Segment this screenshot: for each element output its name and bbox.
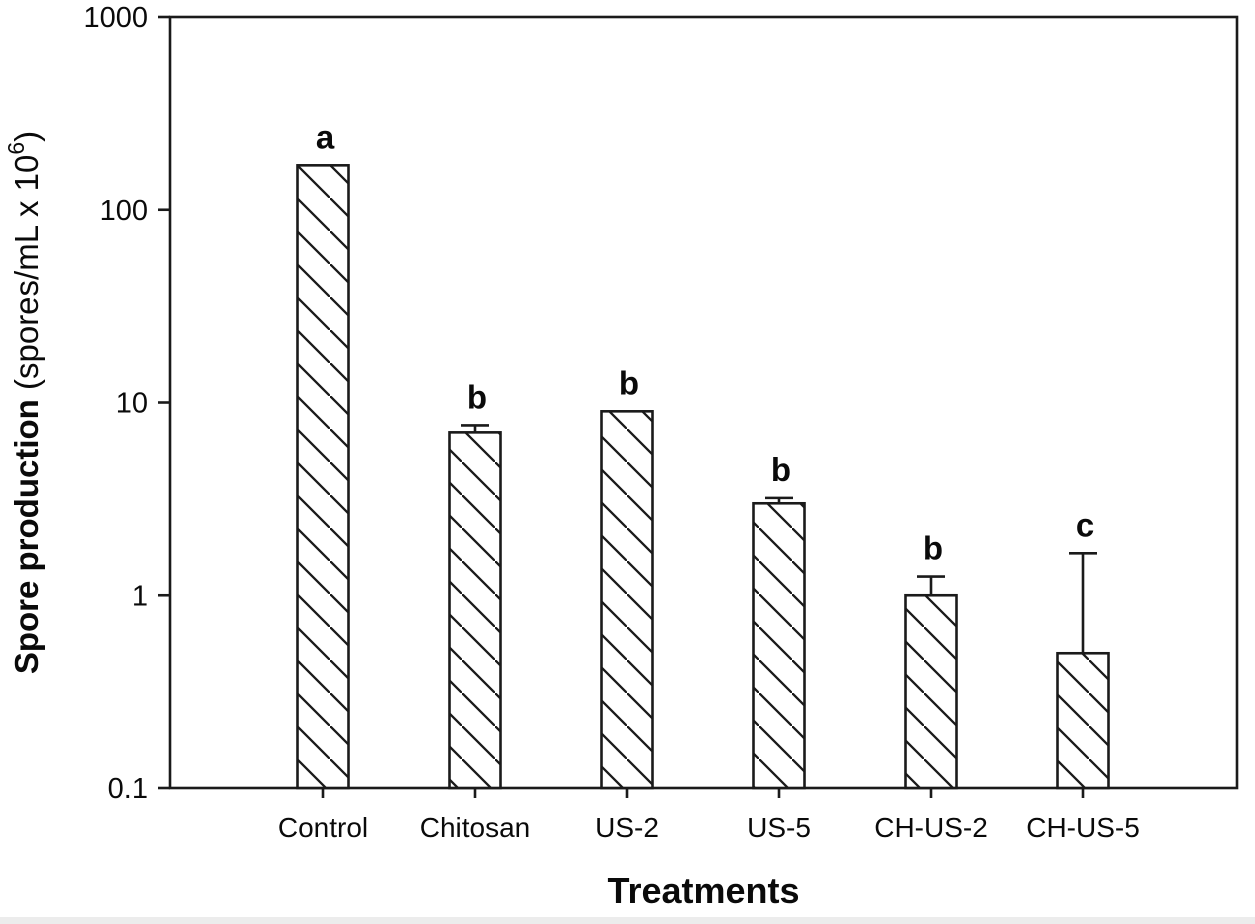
significance-letter: b <box>771 451 791 488</box>
y-axis-tick-label: 1000 <box>83 2 148 34</box>
significance-letter: c <box>1076 506 1094 543</box>
significance-letter: b <box>619 364 639 401</box>
bar-control <box>296 164 350 790</box>
y-axis-title: Spore production (spores/mL x 106) <box>3 131 45 674</box>
bar-ch-us-5 <box>1056 651 1110 790</box>
x-category-label: CH-US-5 <box>1026 812 1140 843</box>
y-axis-tick-label: 1 <box>132 580 148 612</box>
x-category-label: Chitosan <box>420 812 531 843</box>
significance-letter: b <box>467 378 487 415</box>
significance-letter: a <box>316 118 335 155</box>
bar-us-2 <box>600 410 654 790</box>
y-axis-tick-label: 0.1 <box>108 773 148 805</box>
bottom-border-strip <box>0 917 1255 924</box>
x-category-label: CH-US-2 <box>874 812 988 843</box>
x-category-label: US-2 <box>595 812 659 843</box>
x-axis-title: Treatments <box>607 870 799 911</box>
bar-us-5 <box>752 501 806 790</box>
y-axis-tick-label: 10 <box>116 388 148 420</box>
significance-letter: b <box>923 530 943 567</box>
bar-chitosan <box>448 431 502 790</box>
x-category-label: US-5 <box>747 812 811 843</box>
x-category-label: Control <box>278 812 368 843</box>
y-axis-tick-label: 100 <box>100 195 148 227</box>
bar-ch-us-2 <box>904 593 958 790</box>
